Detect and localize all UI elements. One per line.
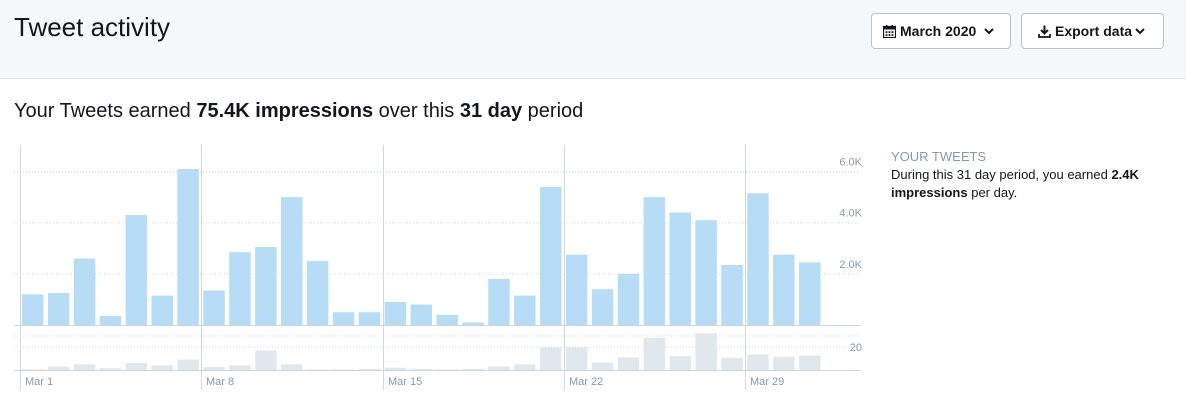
engagement-bar <box>773 356 795 370</box>
engagement-bar <box>436 369 458 370</box>
impressions-bar <box>255 247 277 325</box>
engagement-bar <box>643 337 666 370</box>
engagement-bar <box>540 347 562 370</box>
impressions-bar <box>73 258 96 325</box>
impressions-bar <box>229 252 251 325</box>
impressions-bar <box>799 262 821 325</box>
engagement-bar <box>617 357 640 370</box>
side-title: YOUR TWEETS <box>891 149 987 164</box>
your-tweets-panel: YOUR TWEETS During this 31 day period, y… <box>891 148 1181 202</box>
export-label: Export data <box>1055 23 1133 39</box>
summary-period: 31 day <box>459 100 523 122</box>
impressions-bar <box>643 197 666 325</box>
engagement-bar <box>47 366 70 370</box>
month-label: March 2020 <box>900 23 977 39</box>
y-tick-label: 4.0K <box>839 208 862 220</box>
engagement-bar <box>358 368 381 370</box>
engagement-bar <box>203 367 225 370</box>
side-value: 2.4K impressions <box>891 167 1139 200</box>
y-tick-label: 20 <box>850 342 862 354</box>
impressions-bar <box>488 278 510 325</box>
engagement-bar <box>332 369 355 370</box>
impressions-bar <box>47 293 70 325</box>
engagement-bar <box>22 369 44 370</box>
x-tick-label: Mar 15 <box>388 376 422 388</box>
chevron-down-icon <box>984 27 994 35</box>
engagement-bar <box>695 333 717 370</box>
calendar-icon <box>883 24 896 38</box>
impressions-bar <box>565 254 588 325</box>
engagement-bar <box>177 359 199 370</box>
engagement-bar <box>488 366 510 370</box>
impressions-bar <box>773 254 795 325</box>
engagement-bar <box>462 368 484 370</box>
x-tick-label: Mar 1 <box>25 376 53 388</box>
impressions-bar <box>540 186 562 325</box>
export-data-button[interactable]: Export data <box>1021 13 1164 49</box>
impressions-bar <box>281 197 303 325</box>
impressions-bar <box>99 316 122 325</box>
engagement-bar <box>410 368 432 370</box>
engagement-bar <box>747 354 769 370</box>
engagement-bar <box>721 357 743 370</box>
impressions-bar <box>125 215 148 325</box>
summary-middle: over this <box>378 100 455 122</box>
impressions-bar <box>591 289 614 325</box>
engagement-bar <box>99 368 122 370</box>
impressions-bar <box>721 264 743 325</box>
month-selector-button[interactable]: March 2020 <box>871 13 1011 49</box>
summary-impressions: 75.4K impressions <box>196 100 374 122</box>
engagement-bar <box>565 347 588 370</box>
engagement-bar <box>514 364 536 370</box>
engagement-bar <box>306 369 329 370</box>
engagement-bar <box>255 350 277 370</box>
impressions-bar <box>332 312 355 325</box>
impressions-bar <box>306 261 329 325</box>
impressions-bar <box>358 312 381 325</box>
engagement-bar <box>591 362 614 370</box>
impressions-bar <box>747 193 769 325</box>
chevron-down-icon <box>1135 27 1145 35</box>
impressions-bar <box>203 290 225 325</box>
side-text-pre: During this 31 day period, you earned <box>891 167 1108 182</box>
side-text-post: per day. <box>971 185 1018 200</box>
engagement-bar <box>229 365 251 370</box>
header: Tweet activity March 2020 <box>0 0 1186 79</box>
impressions-bar <box>22 294 44 325</box>
impressions-bar <box>151 295 173 325</box>
impressions-bar <box>514 295 536 325</box>
chart-container: 2.0K 4.0K 6.0K 20 Mar 1 Mar 8 Mar 15 Mar 22 Mar … <box>0 140 880 405</box>
engagement-bar <box>281 364 303 370</box>
impressions-bar <box>617 273 640 325</box>
x-tick-label: Mar 22 <box>569 376 603 388</box>
impressions-bar <box>436 314 458 325</box>
engagement-bar <box>799 355 821 370</box>
impressions-bar <box>695 220 717 325</box>
engagement-bar <box>151 365 173 370</box>
y-tick-label: 6.0K <box>839 157 862 169</box>
impressions-bar <box>410 304 432 325</box>
engagement-bar <box>384 367 407 370</box>
engagement-bar <box>125 363 148 370</box>
x-tick-label: Mar 29 <box>750 376 784 388</box>
impressions-bar <box>669 212 691 325</box>
impressions-summary: Your Tweets earned 75.4K impressions ove… <box>14 100 583 123</box>
impressions-bar <box>384 301 407 325</box>
side-text: During this 31 day period, you earned 2.… <box>891 166 1181 202</box>
page-title: Tweet activity <box>14 12 171 42</box>
summary-suffix: period <box>527 100 584 122</box>
impressions-bar <box>177 169 199 325</box>
y-tick-label: 2.0K <box>839 259 862 271</box>
engagement-bar <box>669 356 691 370</box>
impressions-chart: 2.0K 4.0K 6.0K 20 Mar 1 Mar 8 Mar 15 Mar 22 Mar … <box>14 145 863 390</box>
x-tick-label: Mar 8 <box>206 376 234 388</box>
impressions-bar <box>462 322 484 325</box>
download-icon <box>1038 25 1051 38</box>
summary-prefix: Your Tweets earned <box>14 100 191 122</box>
engagement-bar <box>73 364 96 370</box>
